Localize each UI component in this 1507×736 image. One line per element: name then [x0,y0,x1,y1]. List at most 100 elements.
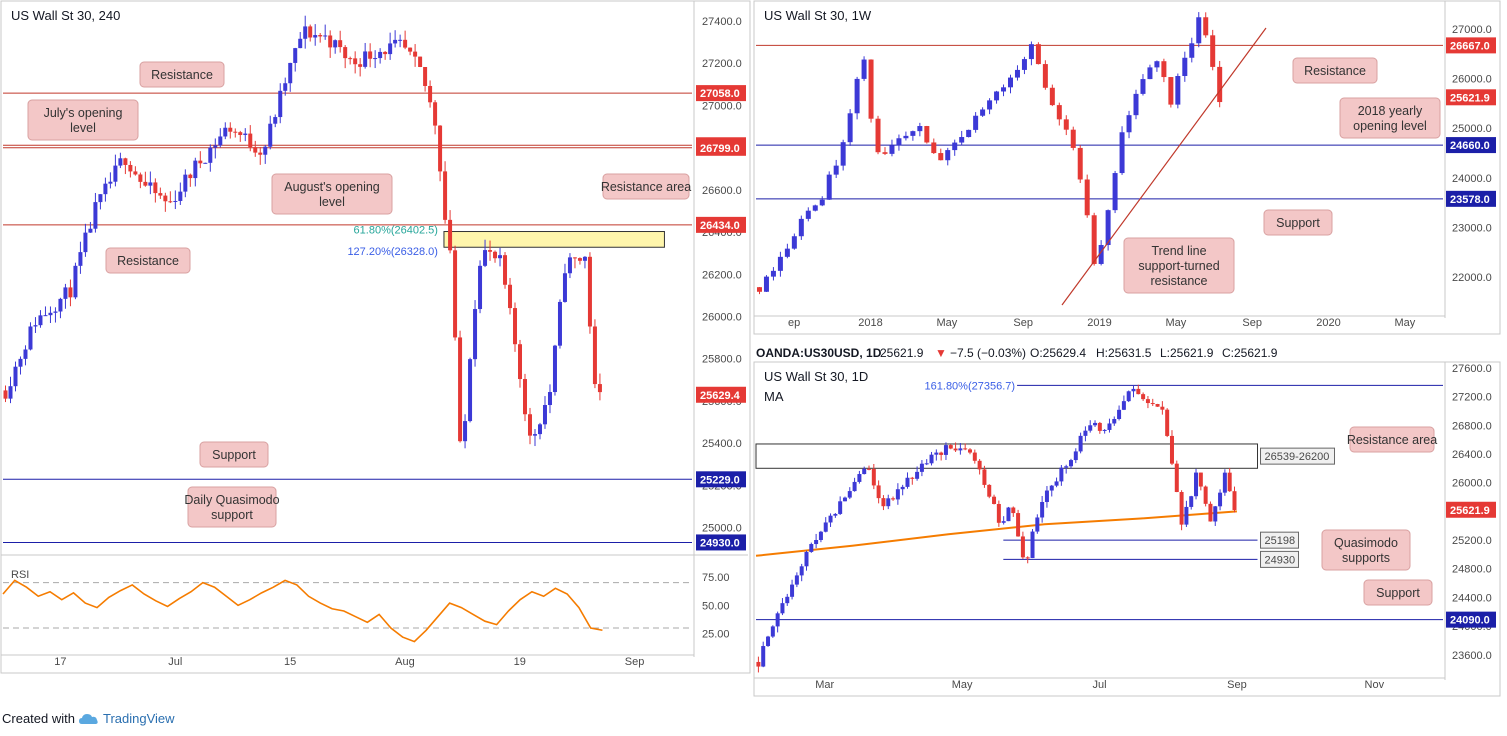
h4-candle-body [73,265,78,298]
h4-chart-panel[interactable]: US Wall St 30, 240 27400.027200.027000.02… [0,0,751,674]
h4-candle-body [63,287,68,299]
weekly-annotation-resistance-box [1292,57,1378,84]
h4-candle-body [163,195,168,202]
h4-candle-body [88,228,93,233]
h4-candle-body [188,174,193,179]
daily-info-change: −7.5 (−0.03%) [950,346,1026,360]
weekly-candle-body [1210,35,1216,67]
h4-rsi-line [2,579,603,643]
daily-candle-body [1088,425,1093,431]
h4-x-tick-label: Aug [395,656,415,668]
daily-candle-body [1064,466,1069,468]
h4-candle-body [43,315,48,317]
h4-candle-body [93,202,98,229]
daily-chart-subtitle: MA [764,389,784,404]
h4-price-label: 24930.0 [700,537,740,549]
daily-x-tick-label: Sep [1227,679,1247,691]
daily-candle-body [1232,491,1237,511]
h4-candle-body [228,127,233,132]
weekly-candle-body [882,152,888,154]
daily-candle-body [958,448,963,451]
h4-price-label-box [696,139,746,156]
h4-candle-body [208,147,213,163]
h4-candle-body [523,379,528,415]
h4-candle-body [368,51,373,59]
weekly-x-tick-label: May [1394,317,1415,329]
h4-annotation-resistance-lower-box [105,247,191,274]
h4-annotation-resistance-lower-label: Resistance [117,254,179,268]
h4-candle-body [238,132,243,135]
daily-candle-body [1218,492,1223,507]
weekly-candle-body [784,248,790,257]
daily-candle-body [1160,406,1165,410]
h4-candle-body [218,136,223,146]
daily-fib-level-label: 161.80%(27356.7) [925,380,1016,392]
weekly-y-tick-label: 22000.0 [1452,272,1492,284]
weekly-candle-body [1098,245,1104,264]
h4-candle-body [243,133,248,135]
h4-rsi-tick-label: 25.00 [702,629,730,641]
daily-candle-body [1044,490,1049,502]
h4-y-tick-label: 27400.0 [702,16,742,28]
weekly-x-tick-label: May [1165,317,1186,329]
daily-candle-body [1213,506,1218,522]
daily-price-label-box [1446,611,1496,628]
weekly-annotation-trend-line-label: support-turned [1138,259,1219,273]
weekly-candle-body [833,165,839,175]
daily-info-low: L:25621.9 [1160,346,1214,360]
daily-resistance-area-tag [1260,447,1336,465]
weekly-candle-body [854,78,860,114]
weekly-y-tick-label: 27000.0 [1452,24,1492,36]
daily-candle-body [809,544,814,552]
daily-moving-average-line [755,510,1237,557]
weekly-candle-body [1091,215,1097,264]
h4-candle-body [23,349,28,359]
daily-y-tick-label: 25200.0 [1452,535,1492,547]
daily-candle-body [867,468,872,470]
daily-annotation-support-box [1363,579,1433,606]
daily-candle-body [1083,430,1088,436]
weekly-candle-body [917,126,923,132]
daily-candle-body [876,485,881,499]
daily-candle-body [886,498,891,507]
h4-candle-body [378,51,383,59]
h4-y-tick-label: 25000.0 [702,523,742,535]
weekly-candle-body [847,113,853,143]
weekly-candle-body [1161,61,1167,78]
daily-y-tick-label: 24400.0 [1452,592,1492,604]
h4-candle-body [3,390,8,399]
weekly-candle-body [770,270,776,277]
weekly-candle-body [1119,132,1125,174]
weekly-candle-body [1203,17,1209,36]
h4-price-label-box [696,534,746,551]
weekly-candle-body [868,59,874,119]
h4-price-label-box [696,471,746,488]
weekly-candle-body [1028,44,1034,60]
daily-candle-body [862,468,867,475]
h4-y-tick-label: 26000.0 [702,312,742,324]
daily-info-price: 25621.9 [880,346,924,360]
h4-candle-body [398,39,403,41]
weekly-candle-body [1126,115,1132,133]
daily-candle-body [1222,472,1227,493]
h4-candle-body [183,174,188,192]
daily-candle-body [1136,388,1141,395]
h4-annotation-july-opening-box [27,99,139,141]
weekly-price-label-box [1446,89,1496,106]
daily-candle-body [895,489,900,500]
h4-candle-body [433,102,438,126]
weekly-candle-body [875,118,881,153]
daily-candle-body [1020,536,1025,558]
daily-candle-body [1030,531,1035,559]
weekly-candle-body [1056,105,1062,120]
daily-candle-body [1131,388,1136,392]
weekly-chart-panel[interactable]: US Wall St 30, 1W 27000.0 26000.0 25000.0 24… [753,0,1501,335]
h4-annotation-resistance-area-box [602,173,690,200]
daily-candle-body [1107,423,1112,430]
h4-candle-body [458,337,463,442]
h4-candle-body [562,273,567,302]
tradingview-brand[interactable]: TradingView [102,711,175,726]
daily-candle-body [953,448,958,451]
h4-candle-body [68,287,73,298]
